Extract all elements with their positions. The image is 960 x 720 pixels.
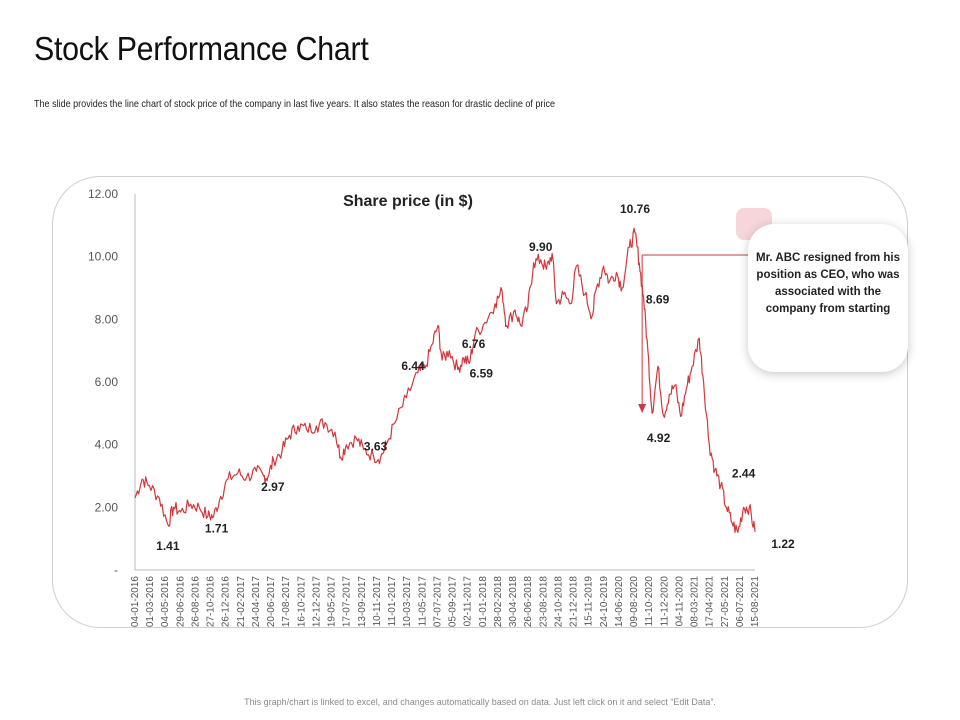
data-label: 2.97 — [261, 480, 285, 494]
y-tick-label: - — [114, 563, 118, 577]
data-label: 1.71 — [205, 521, 229, 535]
x-tick-label: 26-08-2016 — [190, 576, 201, 628]
x-tick-label: 21-02-2017 — [236, 576, 247, 628]
x-tick-label: 27-10-2016 — [206, 576, 217, 628]
x-tick-label: 24-10-2018 — [553, 576, 564, 628]
data-label: 4.92 — [647, 431, 671, 445]
data-label: 1.41 — [156, 539, 180, 553]
data-label: 6.76 — [462, 337, 486, 351]
x-tick-label: 27-05-2021 — [720, 576, 731, 628]
x-tick-label: 11-10-2020 — [644, 576, 655, 627]
x-tick-label: 06-07-2021 — [735, 576, 746, 628]
x-tick-label: 01-01-2018 — [478, 576, 489, 628]
data-label: 8.69 — [646, 293, 670, 307]
x-tick-label: 26-06-2018 — [523, 576, 534, 628]
data-labels: 1.41 1.71 2.97 3.63 6.44 6.76 6.59 9.90 10.76 8.6… — [156, 202, 795, 553]
x-tick-label: 17-04-2021 — [705, 576, 716, 628]
x-tick-label: 17-08-2017 — [281, 576, 292, 628]
x-tick-label: 12-12-2017 — [311, 576, 322, 628]
data-label: 10.76 — [620, 202, 650, 216]
x-tick-label: 21-12-2018 — [569, 576, 580, 628]
x-tick-label: 17-07-2017 — [342, 576, 353, 628]
x-tick-label: 08-03-2021 — [690, 576, 701, 628]
x-tick-label: 11-12-2020 — [659, 576, 670, 627]
page-subtitle: The slide provides the line chart of sto… — [34, 98, 555, 110]
x-tick-label: 11-05-2017 — [417, 576, 428, 627]
x-tick-label: 29-06-2016 — [175, 576, 186, 628]
data-label: 9.90 — [529, 240, 553, 254]
y-tick-label: 6.00 — [95, 375, 119, 389]
x-tick-label: 10-03-2017 — [402, 576, 413, 628]
x-tick-label: 07-07-2017 — [432, 576, 443, 628]
data-label: 1.22 — [771, 537, 795, 551]
y-tick-label: 8.00 — [95, 312, 119, 326]
x-axis: 04-01-2016 01-03-2016 04-05-2016 29-06-2016… — [130, 569, 761, 628]
x-tick-label: 04-01-2016 — [130, 576, 141, 628]
x-tick-label: 16-10-2017 — [296, 576, 307, 628]
x-tick-label: 04-05-2016 — [160, 576, 171, 628]
x-tick-label: 09-08-2020 — [629, 576, 640, 628]
x-tick-label: 01-03-2016 — [145, 576, 156, 628]
x-tick-label: 15-08-2021 — [750, 576, 761, 628]
decline-arrowhead — [638, 404, 647, 413]
data-label: 3.63 — [364, 439, 388, 453]
data-label: 6.44 — [401, 359, 425, 373]
page-title: Stock Performance Chart — [34, 30, 369, 67]
callout-text: Mr. ABC resigned from his position as CE… — [756, 251, 900, 316]
data-label: 6.59 — [470, 367, 494, 381]
x-tick-label: 26-12-2016 — [221, 576, 232, 628]
x-tick-label: 11-01-2017 — [387, 576, 398, 627]
footer-note: This graph/chart is linked to excel, and… — [244, 697, 716, 707]
data-label: 2.44 — [732, 467, 756, 481]
y-tick-label: 4.00 — [95, 438, 119, 452]
x-tick-label: 24-04-2017 — [251, 576, 262, 628]
x-tick-label: 05-09-2017 — [448, 576, 459, 628]
x-tick-label: 04-11-2020 — [674, 576, 685, 627]
x-tick-label: 28-02-2018 — [493, 576, 504, 628]
x-tick-label: 24-10-2019 — [599, 576, 610, 628]
x-tick-label: 20-06-2017 — [266, 576, 277, 628]
x-tick-label: 13-09-2017 — [357, 576, 368, 628]
callout-box: Mr. ABC resigned from his position as CE… — [748, 224, 908, 372]
x-tick-label: 14-06-2020 — [614, 576, 625, 628]
series-group — [134, 227, 756, 533]
x-tick-label: 19-05-2017 — [327, 576, 338, 628]
y-tick-label: 2.00 — [95, 500, 119, 514]
x-tick-label: 30-04-2018 — [508, 576, 519, 628]
y-tick-label: 10.00 — [88, 250, 118, 264]
x-tick-label: 02-11-2017 — [463, 576, 474, 627]
y-axis: - 2.00 4.00 6.00 8.00 10.00 12.00 — [88, 187, 136, 577]
callout-connector — [638, 251, 765, 413]
price-series-line — [134, 227, 756, 533]
x-tick-label: 23-08-2018 — [538, 576, 549, 628]
chart-title: Share price (in $) — [343, 193, 473, 210]
chart-frame — [52, 176, 908, 628]
x-tick-label: 10-11-2017 — [372, 576, 383, 627]
y-tick-label: 12.00 — [88, 187, 118, 201]
x-tick-label: 15-11-2019 — [584, 576, 595, 627]
